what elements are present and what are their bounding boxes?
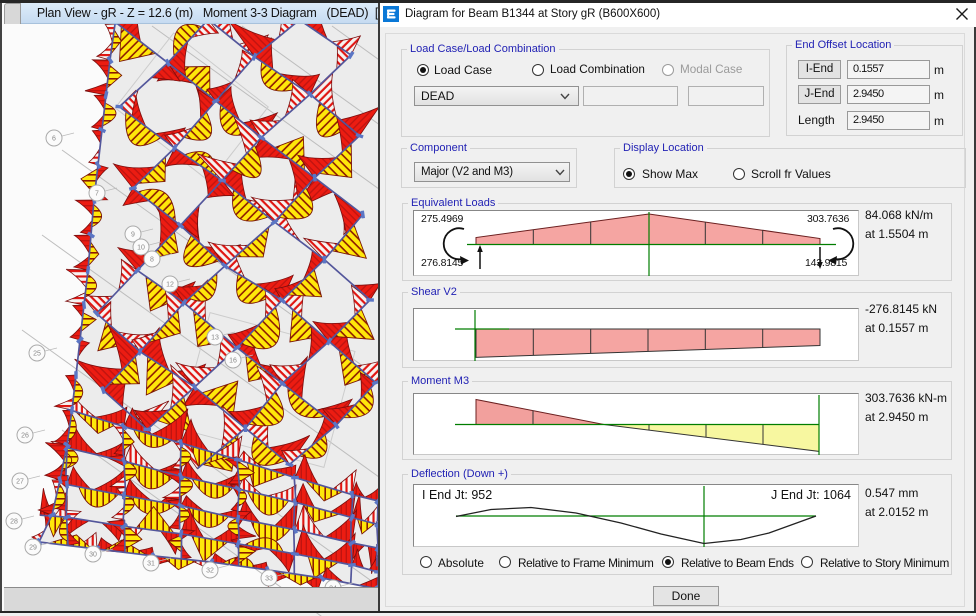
svg-text:25: 25 — [33, 351, 41, 358]
svg-text:8: 8 — [150, 257, 154, 264]
svg-text:6: 6 — [52, 136, 56, 143]
svg-text:28: 28 — [10, 519, 18, 526]
svg-text:13: 13 — [211, 335, 219, 342]
svg-text:9: 9 — [131, 232, 135, 239]
svg-text:33: 33 — [265, 576, 273, 583]
svg-text:29: 29 — [29, 545, 37, 552]
svg-text:27: 27 — [16, 479, 24, 486]
svg-text:7: 7 — [95, 191, 99, 198]
svg-text:16: 16 — [229, 358, 237, 365]
svg-text:12: 12 — [166, 282, 174, 289]
svg-text:30: 30 — [89, 552, 97, 559]
svg-text:10: 10 — [137, 245, 145, 252]
svg-text:26: 26 — [21, 433, 29, 440]
svg-text:32: 32 — [206, 568, 214, 575]
svg-text:31: 31 — [147, 561, 155, 568]
